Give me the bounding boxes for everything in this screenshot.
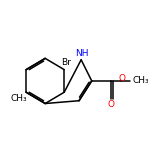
Text: CH₃: CH₃ bbox=[133, 76, 149, 85]
Text: O: O bbox=[107, 100, 114, 109]
Text: O: O bbox=[119, 74, 126, 83]
Text: CH₃: CH₃ bbox=[10, 94, 27, 103]
Text: NH: NH bbox=[75, 49, 89, 58]
Text: Br: Br bbox=[61, 58, 71, 67]
